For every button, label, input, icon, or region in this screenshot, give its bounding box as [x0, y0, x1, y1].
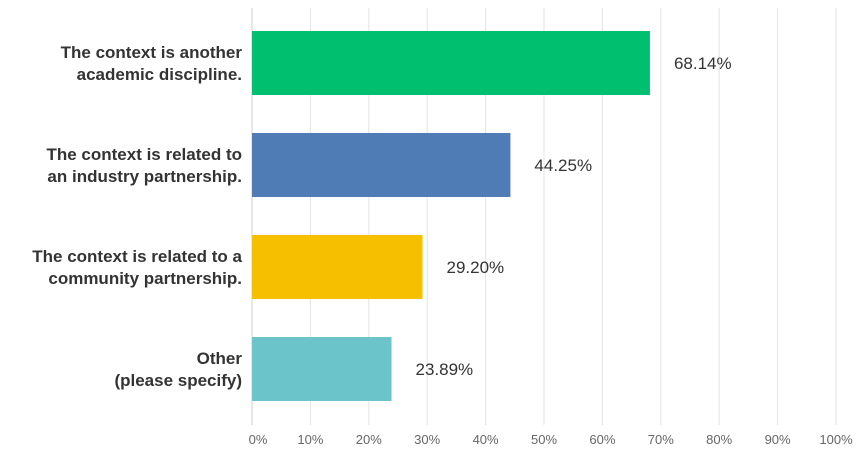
bar-3 — [252, 235, 423, 299]
x-tick-label: 60% — [589, 432, 615, 447]
value-label: 68.14% — [674, 54, 732, 73]
x-tick-label: 20% — [356, 432, 382, 447]
x-axis-ticks: 0% 10% 20% 30% 40% 50% 60% 70% 80% 90% 100% — [249, 432, 853, 447]
category-label: academic discipline. — [77, 65, 242, 84]
category-label: The context is another — [61, 43, 243, 62]
x-tick-label: 50% — [531, 432, 557, 447]
x-tick-label: 80% — [706, 432, 732, 447]
category-label: (please specify) — [114, 371, 242, 390]
value-label: 29.20% — [447, 258, 505, 277]
category-label: The context is related to — [46, 145, 242, 164]
bar-4 — [252, 337, 392, 401]
category-label: an industry partnership. — [47, 167, 242, 186]
x-tick-label: 100% — [819, 432, 853, 447]
value-label: 23.89% — [416, 360, 474, 379]
value-label: 44.25% — [534, 156, 592, 175]
bar-1 — [252, 31, 650, 95]
category-label: Other — [197, 349, 243, 368]
x-tick-label: 30% — [414, 432, 440, 447]
value-labels: 68.14% 44.25% 29.20% 23.89% — [416, 54, 732, 379]
category-label: The context is related to a — [32, 247, 242, 266]
x-tick-label: 0% — [249, 432, 268, 447]
x-tick-label: 90% — [765, 432, 791, 447]
x-tick-label: 40% — [473, 432, 499, 447]
bar-2 — [252, 133, 511, 197]
category-label: community partnership. — [48, 269, 242, 288]
x-tick-label: 70% — [648, 432, 674, 447]
bars — [252, 31, 650, 401]
category-labels: The context is another academic disciplin… — [32, 43, 242, 390]
x-tick-label: 10% — [297, 432, 323, 447]
